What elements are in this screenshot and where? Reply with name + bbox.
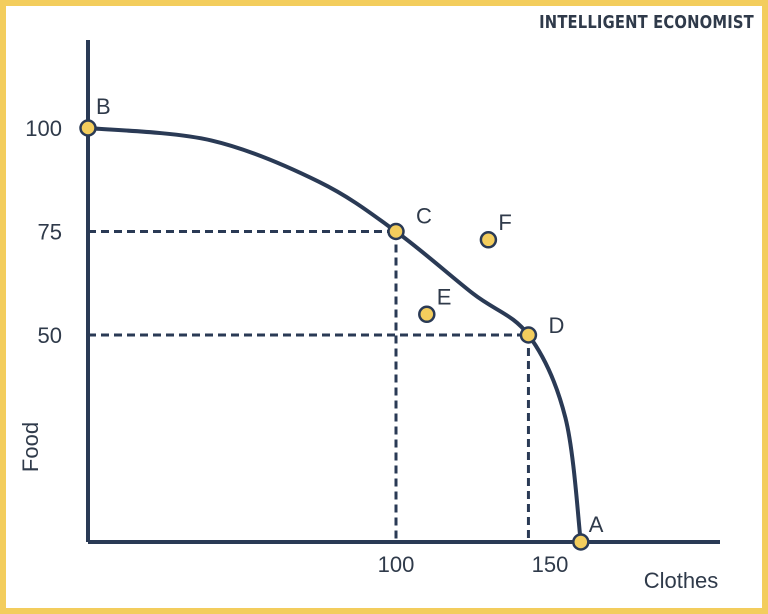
point-e: [418, 305, 436, 324]
y-tick-75: 75: [38, 220, 62, 245]
y-tick-50: 50: [38, 323, 62, 348]
x-tick-150: 150: [532, 552, 569, 577]
data-points: A B C D E F: [79, 94, 604, 551]
point-f: [479, 231, 498, 249]
y-axis-label: Food: [18, 422, 43, 472]
axes: [86, 40, 720, 544]
point-label-e: E: [437, 284, 452, 309]
point-b: [79, 119, 97, 137]
point-d: [519, 326, 538, 344]
point-label-f: F: [498, 210, 511, 235]
point-a: [572, 533, 590, 551]
point-c: [387, 222, 405, 241]
x-tick-100: 100: [378, 552, 415, 577]
ppf-curve: [87, 126, 583, 543]
point-label-b: B: [96, 94, 111, 119]
guide-lines: [88, 230, 530, 542]
tick-labels: 50 75 100 100 150: [25, 116, 568, 577]
y-tick-100: 100: [25, 116, 62, 141]
point-label-a: A: [589, 512, 604, 537]
point-label-c: C: [416, 204, 432, 229]
ppf-curve-group: [87, 126, 583, 543]
brand-logo-text: INTELLIGENT ECONOMIST: [539, 12, 754, 33]
x-axis-label: Clothes: [644, 568, 719, 593]
point-label-d: D: [548, 313, 564, 338]
